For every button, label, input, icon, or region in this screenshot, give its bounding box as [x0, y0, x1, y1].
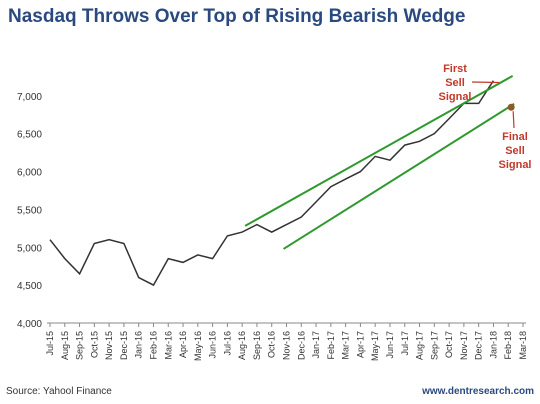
- y-tick-label: 6,000: [17, 168, 42, 179]
- y-tick-label: 5,500: [17, 205, 42, 216]
- x-tick-label: Jul-16: [222, 331, 232, 356]
- website: www.dentresearch.com: [421, 386, 534, 397]
- x-tick-label: Oct-15: [89, 331, 99, 358]
- trendline: [283, 103, 515, 250]
- trendline: [244, 74, 514, 227]
- x-tick-label: Feb-17: [326, 331, 336, 360]
- y-tick-label: 4,000: [17, 319, 42, 330]
- x-tick-label: Aug-17: [415, 331, 425, 360]
- x-tick-label: Jul-15: [45, 331, 55, 356]
- x-tick-label: Jan-17: [311, 331, 321, 359]
- x-tick-label: Dec-15: [119, 331, 129, 360]
- x-tick-label: Feb-16: [148, 331, 158, 360]
- y-tick-label: 6,500: [17, 130, 42, 141]
- signal-dot: [507, 103, 515, 111]
- x-tick-label: Mar-16: [163, 331, 173, 360]
- x-tick-label: Aug-16: [237, 331, 247, 360]
- x-tick-label: Jan-16: [134, 331, 144, 359]
- annotation: Signal: [438, 91, 471, 103]
- x-tick-label: Sep-17: [429, 331, 439, 360]
- x-tick-label: Feb-18: [503, 331, 513, 360]
- line: [49, 80, 495, 287]
- x-tick-label: Aug-15: [60, 331, 70, 360]
- annotation: Signal: [498, 159, 531, 171]
- annotation: Sell: [505, 145, 525, 157]
- annotation-arrow: [512, 111, 515, 129]
- y-tick-label: 5,000: [17, 243, 42, 254]
- annotation: Final: [502, 131, 528, 143]
- x-tick-label: Nov-16: [282, 331, 292, 360]
- x-tick-label: Sep-16: [252, 331, 262, 360]
- source: Source: Yahool Finance: [6, 386, 112, 397]
- x-tick-label: Dec-16: [296, 331, 306, 360]
- x-tick-label: Mar-18: [518, 331, 528, 360]
- x-tick-label: Sep-15: [75, 331, 85, 360]
- x-tick-label: Nov-17: [459, 331, 469, 360]
- x-tick-label: May-16: [193, 331, 203, 361]
- x-tick-label: Dec-17: [474, 331, 484, 360]
- y-tick-label: 7,000: [17, 92, 42, 103]
- x-tick-label: Nov-15: [104, 331, 114, 360]
- x-tick-label: Oct-17: [444, 331, 454, 358]
- x-tick-label: Jun-16: [208, 331, 218, 359]
- chart-title: Nasdaq Throws Over Top of Rising Bearish…: [8, 6, 465, 27]
- x-tick-label: Mar-17: [341, 331, 351, 360]
- x-tick-label: Oct-16: [267, 331, 277, 358]
- annotation: Sell: [445, 77, 465, 89]
- x-tick-label: Apr-17: [355, 331, 365, 358]
- x-tick-label: Jul-17: [400, 331, 410, 356]
- y-tick-label: 4,500: [17, 281, 42, 292]
- x-tick-label: Jan-18: [488, 331, 498, 359]
- x-tick-label: Apr-16: [178, 331, 188, 358]
- annotation: First: [443, 63, 467, 75]
- x-tick-label: May-17: [370, 331, 380, 361]
- annotation-arrow: [471, 81, 500, 84]
- x-tick-label: Jun-17: [385, 331, 395, 359]
